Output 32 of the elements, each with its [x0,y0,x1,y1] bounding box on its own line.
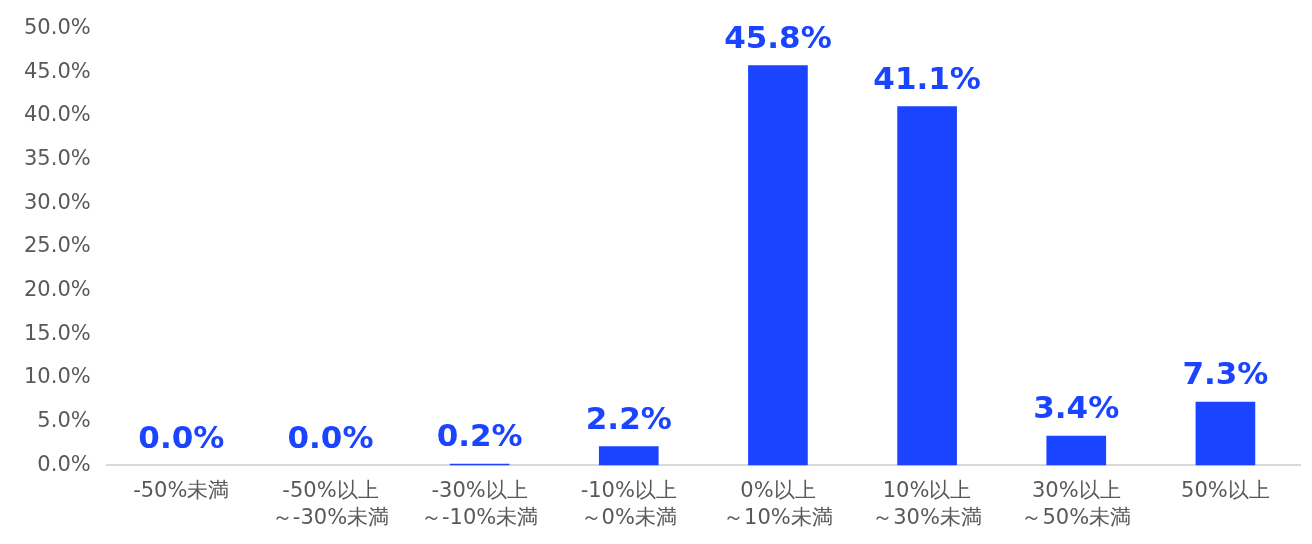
data-label: 2.2% [585,399,672,436]
x-tick-label: 30%以上～50%未満 [1021,477,1132,529]
bar [897,106,957,466]
data-label: 0.2% [436,417,523,454]
x-tick-label: -50%未満 [133,477,230,502]
x-tick-label: 0%以上～10%未満 [723,477,833,529]
data-label: 0.0% [138,418,225,455]
y-tick-label: 15.0% [23,320,91,345]
x-tick-label: -10%以上～0%未満 [580,477,677,529]
x-tick-label: -30%以上～-10%未満 [420,477,539,529]
data-label: 41.1% [873,59,981,96]
y-tick-label: 50.0% [23,15,91,40]
y-tick-label: 30.0% [23,189,91,214]
bar [598,446,659,466]
data-label: 45.8% [724,18,832,55]
y-tick-label: 40.0% [23,102,91,127]
bar [1046,435,1107,466]
bar [748,65,808,466]
x-tick-label: -50%以上～-30%未満 [271,477,390,529]
x-tick-label: 10%以上～30%未満 [872,477,982,529]
data-label: 7.3% [1182,355,1269,392]
y-tick-label: 25.0% [23,233,91,258]
y-tick-label: 10.0% [23,364,91,389]
bar [1195,401,1256,466]
x-tick-label: 50%以上 [1181,477,1270,502]
data-label: 0.0% [287,418,374,455]
data-label: 3.4% [1033,389,1120,426]
y-tick-label: 35.0% [23,146,91,171]
y-tick-label: 20.0% [23,277,91,302]
y-tick-label: 45.0% [23,58,91,83]
y-tick-label: 0.0% [37,451,91,476]
y-tick-label: 5.0% [37,408,91,433]
